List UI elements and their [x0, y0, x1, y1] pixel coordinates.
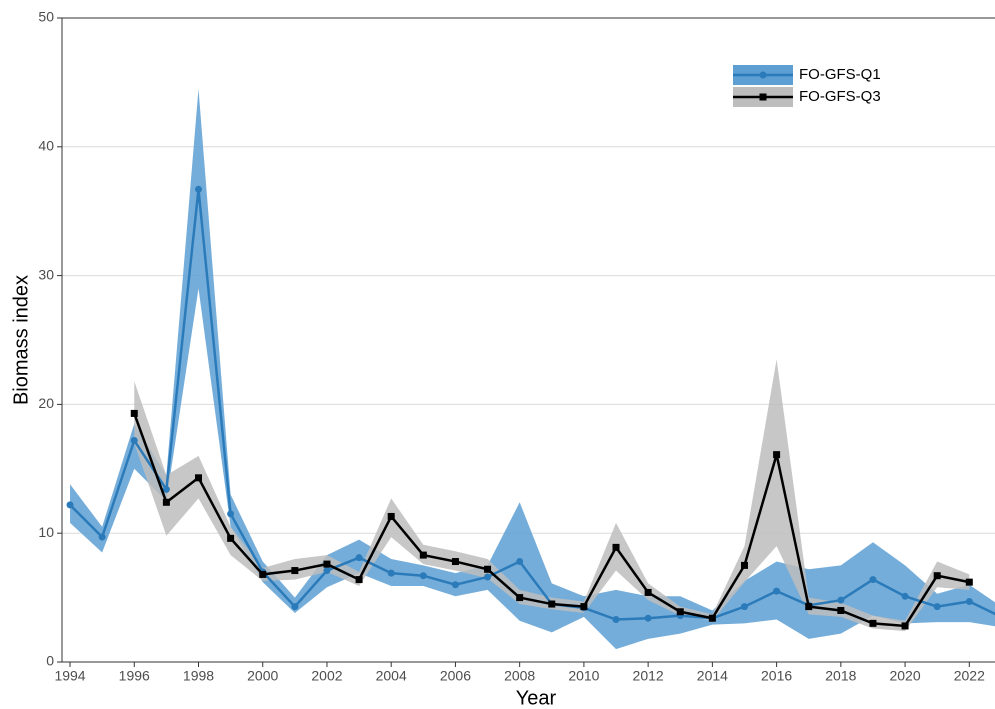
point-marker: [227, 510, 235, 518]
point-marker: [162, 485, 170, 493]
point-marker: [773, 451, 781, 459]
x-tick-label: 2008: [504, 668, 535, 684]
point-marker: [387, 512, 395, 520]
point-marker: [516, 558, 524, 566]
point-marker: [355, 576, 363, 584]
point-marker: [387, 569, 395, 577]
point-marker: [451, 581, 459, 589]
x-tick-label: 2012: [633, 668, 664, 684]
x-tick-label: 2006: [440, 668, 471, 684]
point-marker: [419, 572, 427, 580]
legend-label: FO-GFS-Q1: [799, 66, 881, 83]
point-marker: [869, 576, 877, 584]
point-marker: [612, 543, 620, 551]
point-marker: [965, 578, 973, 586]
x-tick-label: 2016: [761, 668, 792, 684]
point-marker: [130, 436, 138, 444]
x-tick-label: 2000: [247, 668, 278, 684]
point-marker: [451, 558, 459, 566]
point-marker: [130, 409, 138, 417]
point-marker: [194, 474, 202, 482]
point-marker: [965, 597, 973, 605]
point-marker: [901, 592, 909, 600]
y-tick-label: 40: [38, 138, 54, 154]
point-marker: [612, 615, 620, 623]
series-line: [69, 189, 995, 621]
point-marker: [644, 588, 652, 596]
point-marker: [66, 501, 74, 509]
point-marker: [516, 594, 524, 602]
y-tick-label: 10: [38, 524, 54, 540]
point-marker: [227, 534, 235, 542]
point-marker: [323, 567, 331, 575]
x-axis-label: Year: [516, 687, 557, 709]
point-marker: [548, 600, 556, 608]
point-marker: [194, 185, 202, 193]
point-marker: [805, 603, 813, 611]
point-marker: [162, 498, 170, 506]
legend-marker: [759, 71, 767, 79]
point-marker: [323, 560, 331, 568]
x-tick-label: 2018: [825, 668, 856, 684]
legend-label: FO-GFS-Q3: [799, 88, 881, 105]
point-marker: [837, 606, 845, 614]
y-axis-label: Biomass index: [10, 275, 32, 405]
point-marker: [740, 561, 748, 569]
x-tick-label: 2002: [311, 668, 342, 684]
point-marker: [837, 596, 845, 604]
x-tick-label: 2004: [376, 668, 407, 684]
x-tick-label: 1994: [54, 668, 85, 684]
point-marker: [901, 622, 909, 630]
x-tick-label: 2010: [568, 668, 599, 684]
point-marker: [484, 573, 492, 581]
point-marker: [869, 619, 877, 627]
legend-marker: [759, 93, 767, 101]
y-tick-label: 30: [38, 266, 54, 282]
point-marker: [644, 614, 652, 622]
confidence-band: [134, 359, 970, 632]
point-marker: [355, 554, 363, 562]
x-tick-label: 2020: [889, 668, 920, 684]
point-marker: [933, 572, 941, 580]
x-tick-label: 1998: [183, 668, 214, 684]
point-marker: [708, 614, 716, 622]
point-marker: [419, 551, 427, 559]
x-tick-label: 2014: [697, 668, 728, 684]
point-marker: [484, 565, 492, 573]
y-tick-label: 0: [46, 653, 54, 669]
point-marker: [291, 603, 299, 611]
y-tick-label: 50: [38, 9, 54, 25]
point-marker: [773, 587, 781, 595]
point-marker: [933, 603, 941, 611]
point-marker: [98, 533, 106, 541]
point-marker: [740, 603, 748, 611]
confidence-band: [70, 88, 995, 650]
point-marker: [259, 570, 267, 578]
y-tick-label: 20: [38, 395, 54, 411]
x-tick-label: 2022: [954, 668, 985, 684]
point-marker: [291, 567, 299, 575]
point-marker: [676, 608, 684, 616]
x-tick-label: 1996: [119, 668, 150, 684]
point-marker: [580, 603, 588, 611]
